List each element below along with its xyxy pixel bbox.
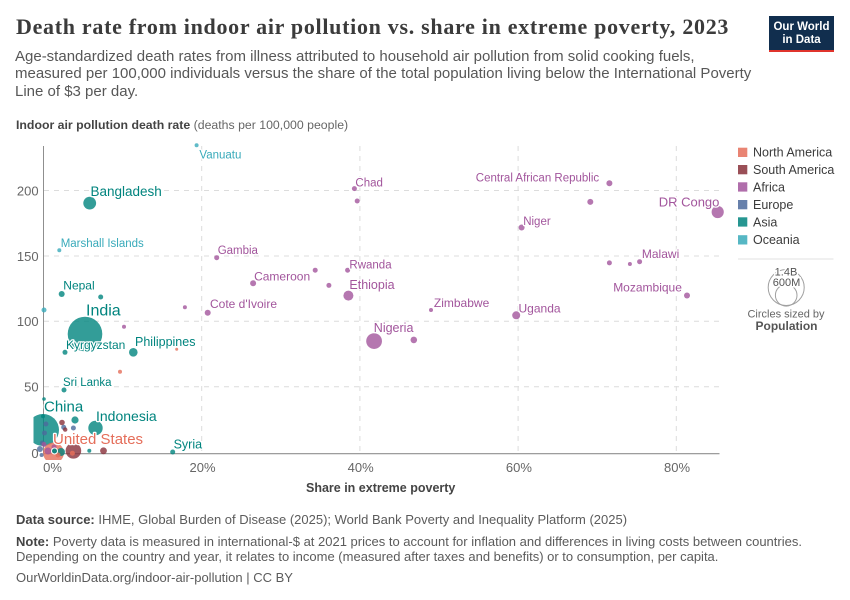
- svg-text:50: 50: [24, 380, 38, 395]
- svg-text:Syria: Syria: [174, 438, 203, 452]
- svg-text:Bangladesh: Bangladesh: [91, 184, 162, 199]
- svg-text:150: 150: [17, 249, 39, 264]
- svg-text:Central African Republic: Central African Republic: [476, 173, 600, 185]
- svg-text:Share in extreme poverty: Share in extreme poverty: [306, 481, 455, 495]
- svg-text:Indonesia: Indonesia: [96, 408, 157, 424]
- svg-text:0%: 0%: [43, 460, 62, 475]
- svg-text:Sri Lanka: Sri Lanka: [63, 377, 112, 389]
- svg-text:Rwanda: Rwanda: [349, 260, 392, 272]
- svg-text:80%: 80%: [664, 460, 690, 475]
- svg-text:Marshall Islands: Marshall Islands: [61, 238, 144, 250]
- svg-text:Cameroon: Cameroon: [254, 269, 310, 283]
- svg-text:Asia: Asia: [753, 215, 777, 229]
- svg-text:Malawi: Malawi: [642, 247, 679, 261]
- svg-text:Mozambique: Mozambique: [613, 281, 682, 295]
- svg-text:Africa: Africa: [753, 180, 785, 194]
- svg-text:Europe: Europe: [753, 198, 793, 212]
- svg-text:Zimbabwe: Zimbabwe: [434, 296, 490, 310]
- svg-text:Cote d'Ivoire: Cote d'Ivoire: [210, 297, 277, 311]
- svg-text:Niger: Niger: [523, 216, 551, 228]
- svg-text:Gambia: Gambia: [218, 245, 259, 257]
- svg-text:Nepal: Nepal: [63, 279, 94, 293]
- svg-text:India: India: [86, 303, 121, 320]
- svg-text:Chad: Chad: [355, 177, 383, 189]
- svg-text:United States: United States: [53, 431, 143, 448]
- svg-text:North America: North America: [753, 146, 832, 160]
- svg-text:South America: South America: [753, 163, 834, 177]
- svg-text:Ethiopia: Ethiopia: [349, 278, 394, 292]
- svg-text:China: China: [44, 399, 84, 416]
- svg-text:Population: Population: [756, 319, 818, 333]
- svg-text:60%: 60%: [506, 460, 532, 475]
- svg-text:Oceania: Oceania: [753, 233, 800, 247]
- svg-text:DR Congo: DR Congo: [659, 195, 720, 210]
- svg-text:200: 200: [17, 183, 39, 198]
- svg-text:1.4B: 1.4B: [775, 267, 798, 279]
- svg-text:20%: 20%: [189, 460, 215, 475]
- svg-text:Kyrgyzstan: Kyrgyzstan: [66, 338, 125, 352]
- svg-text:Vanuatu: Vanuatu: [199, 150, 241, 162]
- svg-text:0: 0: [31, 446, 38, 461]
- svg-text:Nigeria: Nigeria: [374, 321, 414, 335]
- svg-text:40%: 40%: [348, 460, 374, 475]
- svg-text:100: 100: [17, 314, 39, 329]
- svg-text:Uganda: Uganda: [519, 302, 561, 316]
- svg-text:Philippines: Philippines: [135, 335, 195, 349]
- svg-text:Circles sized by: Circles sized by: [747, 309, 825, 321]
- svg-text:600M: 600M: [773, 277, 801, 289]
